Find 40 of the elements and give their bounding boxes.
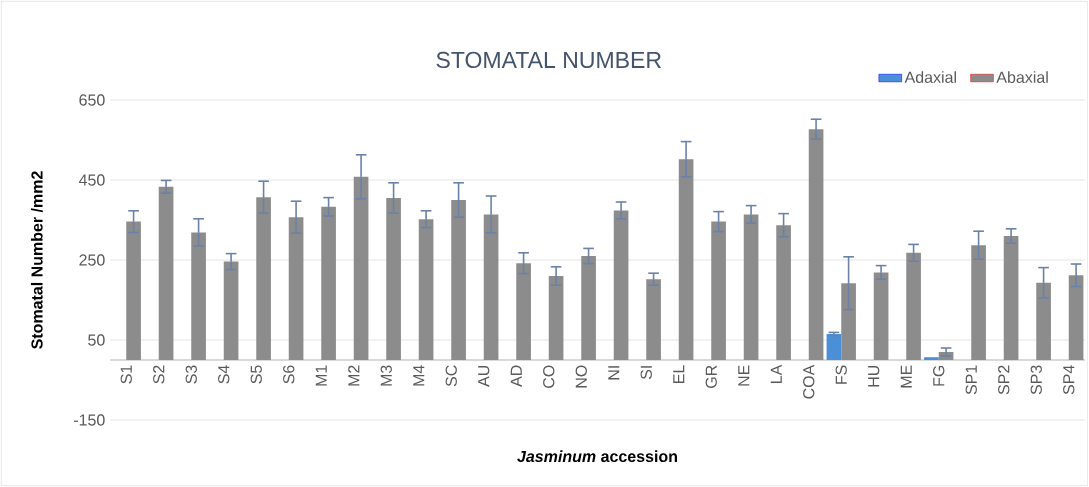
legend-label: Abaxial — [996, 71, 1048, 83]
x-tick-label: LA — [770, 364, 782, 383]
x-tick-label: M1 — [315, 365, 327, 386]
y-tick-label: 650 — [79, 94, 105, 106]
x-tick-label: SI — [640, 366, 652, 380]
x-tick-label: EL — [673, 365, 685, 383]
x-tick-label: AU — [478, 365, 490, 387]
x-tick-label: NE — [738, 365, 750, 386]
x-tick-label: M4 — [413, 365, 425, 386]
x-tick-label: COA — [803, 364, 815, 399]
x-tick-label: SP3 — [1030, 365, 1042, 395]
x-tick-label: S2 — [153, 365, 165, 384]
x-tick-label: HU — [868, 365, 880, 387]
y-tick-label: 450 — [78, 174, 105, 186]
y-tick-label: 50 — [88, 334, 105, 346]
y-axis-title: Stomatal Number /mm2 — [30, 171, 43, 349]
chart-title: STOMATAL NUMBER — [436, 51, 661, 69]
x-tick-label: NO — [575, 365, 587, 388]
x-tick-label: FS — [835, 365, 847, 384]
x-tick-label: SP1 — [965, 365, 977, 395]
x-tick-label: AD — [510, 365, 522, 387]
x-tick-label: SP2 — [998, 365, 1010, 395]
x-tick-label: S1 — [120, 365, 132, 384]
x-tick-label: CO — [543, 365, 555, 388]
x-tick-label: S4 — [218, 365, 230, 384]
x-tick-label: S5 — [250, 365, 262, 384]
y-tick-label: -150 — [73, 414, 105, 426]
x-tick-label: NI — [608, 366, 620, 380]
x-tick-label: M2 — [348, 365, 360, 386]
x-axis-title: Jasminum accession — [517, 450, 677, 463]
x-tick-label: ME — [900, 365, 912, 388]
x-tick-label: GR — [705, 365, 717, 388]
x-tick-label: S3 — [185, 365, 197, 384]
y-tick-label: 250 — [79, 254, 105, 266]
x-tick-label: S6 — [283, 365, 295, 384]
x-tick-label: FG — [933, 365, 945, 386]
legend-label: Adaxial — [904, 71, 956, 83]
x-tick-label: SC — [445, 365, 457, 387]
x-tick-label: SP4 — [1063, 365, 1075, 395]
x-tick-label: M3 — [380, 365, 392, 386]
